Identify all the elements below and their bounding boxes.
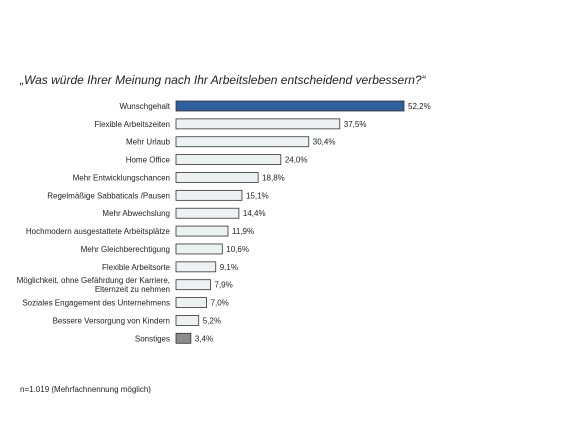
- data-label: 7,9%: [215, 281, 233, 290]
- bar: [175, 297, 207, 308]
- category-label: Home Office: [126, 156, 171, 165]
- data-label: 52,2%: [408, 102, 431, 111]
- category-label: Flexible Arbeitsorte: [102, 263, 171, 272]
- data-label: 37,5%: [344, 120, 367, 129]
- category-label: Möglichkeit, ohne Gefährdung der Karrier…: [17, 276, 170, 285]
- category-label: Mehr Abwechslung: [102, 209, 170, 218]
- data-label: 30,4%: [313, 138, 336, 147]
- category-label: Mehr Gleichberechtigung: [81, 245, 170, 254]
- data-label: 15,1%: [246, 191, 269, 200]
- category-label: Soziales Engagement des Unternehmens: [22, 299, 170, 308]
- data-label: 10,6%: [226, 245, 249, 254]
- data-label: 7,0%: [211, 299, 229, 308]
- data-label: 14,4%: [243, 209, 266, 218]
- bar: [175, 172, 259, 183]
- bar: [175, 100, 405, 112]
- category-label: Mehr Urlaub: [126, 138, 171, 147]
- bar: [175, 332, 192, 344]
- category-label: Regelmäßige Sabbaticals /Pausen: [47, 191, 170, 200]
- bar: [175, 118, 341, 130]
- category-label: Bessere Versorgung von Kindern: [53, 316, 170, 325]
- bar: [175, 279, 211, 291]
- chart-title: „Was würde Ihrer Meinung nach Ihr Arbeit…: [20, 73, 426, 87]
- data-label: 3,4%: [195, 334, 213, 343]
- bar: [175, 207, 240, 219]
- bar: [175, 136, 310, 148]
- bar: [175, 243, 223, 255]
- data-label: 18,8%: [262, 173, 285, 182]
- category-label: Hochmodern ausgestattete Arbeitsplätze: [26, 227, 171, 236]
- bar: [175, 189, 243, 201]
- data-label: 9,1%: [220, 263, 238, 272]
- data-label: 24,0%: [285, 156, 308, 165]
- bar: [175, 225, 229, 237]
- data-label: 11,9%: [232, 227, 254, 236]
- category-label: Flexible Arbeitszeiten: [94, 120, 170, 129]
- footnote: n=1.019 (Mehrfachnennung möglich): [20, 385, 151, 394]
- bar: [175, 154, 282, 166]
- bar: [175, 261, 217, 273]
- data-label: 5,2%: [203, 316, 221, 325]
- bar: [175, 315, 200, 326]
- category-label: Mehr Entwicklungschancen: [73, 173, 170, 182]
- category-label: Wunschgehalt: [119, 102, 170, 111]
- category-label: Elternzeit zu nehmen: [95, 285, 170, 294]
- category-label: Sonstiges: [135, 334, 170, 343]
